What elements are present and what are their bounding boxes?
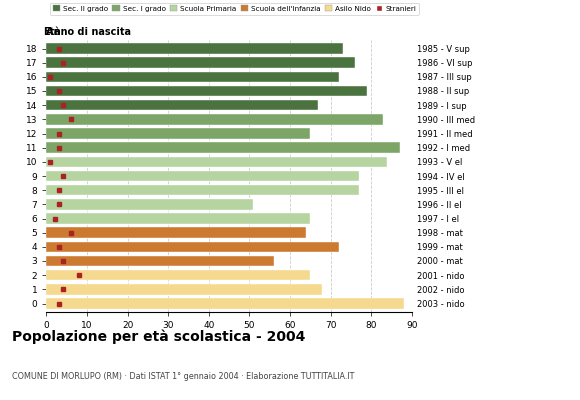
Bar [46,270,310,280]
Bar [46,72,339,82]
Bar [46,256,274,266]
Bar [46,284,322,295]
Bar [46,199,253,210]
Bar [46,128,310,139]
Bar [46,43,343,54]
Bar [46,142,400,153]
Text: COMUNE DI MORLUPO (RM) · Dati ISTAT 1° gennaio 2004 · Elaborazione TUTTITALIA.IT: COMUNE DI MORLUPO (RM) · Dati ISTAT 1° g… [12,372,354,381]
Bar [46,242,339,252]
Bar [46,156,387,167]
Bar [46,86,367,96]
Text: Anno di nascita: Anno di nascita [46,27,132,37]
Text: Età: Età [43,27,60,37]
Bar [46,100,318,110]
Text: Popolazione per età scolastica - 2004: Popolazione per età scolastica - 2004 [12,330,305,344]
Bar [46,57,355,68]
Bar [46,185,359,196]
Legend: Sec. II grado, Sec. I grado, Scuola Primaria, Scuola dell'Infanzia, Asilo Nido, : Sec. II grado, Sec. I grado, Scuola Prim… [50,2,419,15]
Bar [46,213,310,224]
Bar [46,171,359,181]
Bar [46,227,306,238]
Bar [46,114,383,125]
Bar [46,298,404,309]
